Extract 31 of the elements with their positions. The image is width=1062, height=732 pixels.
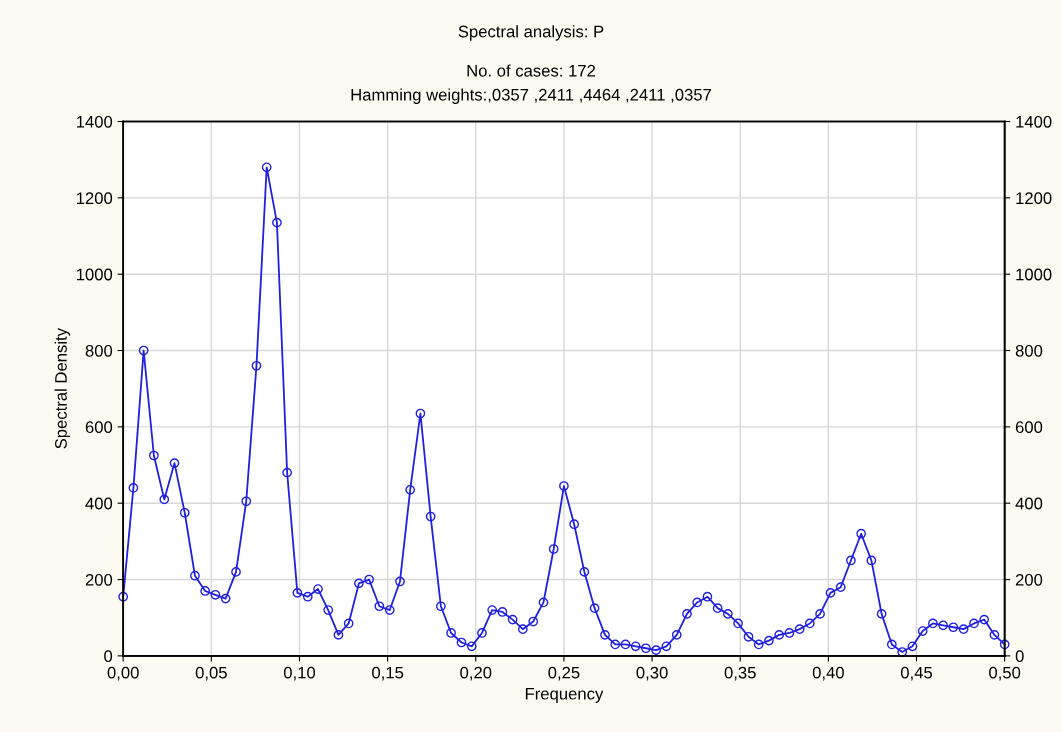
y-tick-label: 200 bbox=[85, 573, 113, 586]
x-tick-label: 0,35 bbox=[724, 666, 756, 681]
chart-subtitle: No. of cases: 172 Hamming weights:,0357 ,2411 ,4464 ,2411 ,0357 bbox=[351, 64, 712, 104]
y2-tick-label: 800 bbox=[1015, 344, 1043, 357]
y-tick-label: 1200 bbox=[76, 192, 113, 205]
chart-title: Spectral analysis: P bbox=[458, 25, 604, 41]
y-tick-label: 1000 bbox=[76, 268, 113, 281]
y2-tick-label: 400 bbox=[1015, 497, 1043, 510]
x-tick-label: 0,05 bbox=[195, 666, 227, 681]
y-tick-label: 1400 bbox=[76, 115, 113, 128]
y2-tick-label: 600 bbox=[1015, 421, 1043, 434]
x-tick-label: 0,25 bbox=[548, 666, 580, 681]
y-tick-label: 800 bbox=[85, 344, 113, 357]
y-tick-label: 600 bbox=[85, 421, 113, 434]
x-tick-label: 0,10 bbox=[283, 666, 316, 681]
x-tick-label: 0,40 bbox=[812, 666, 844, 681]
y2-tick-label: 1200 bbox=[1016, 192, 1052, 205]
y2-tick-label: 200 bbox=[1015, 573, 1043, 586]
x-tick-label: 0,15 bbox=[372, 666, 404, 681]
y-tick-label: 400 bbox=[85, 497, 113, 510]
x-tick-label: 0,20 bbox=[460, 666, 492, 681]
x-tick-label: 0,50 bbox=[989, 666, 1021, 681]
y-tick-label: 0 bbox=[104, 650, 113, 663]
y2-tick-label: 1400 bbox=[1016, 115, 1052, 128]
x-tick-label: 0,00 bbox=[107, 666, 139, 681]
y2-tick-label: 0 bbox=[1015, 650, 1024, 663]
x-tick-label: 0,30 bbox=[636, 666, 668, 681]
x-axis-title: Frequency bbox=[525, 687, 604, 703]
y2-tick-label: 1000 bbox=[1016, 268, 1052, 281]
y-axis-title: Spectral Density bbox=[54, 328, 71, 449]
x-tick-label: 0,45 bbox=[900, 666, 933, 681]
